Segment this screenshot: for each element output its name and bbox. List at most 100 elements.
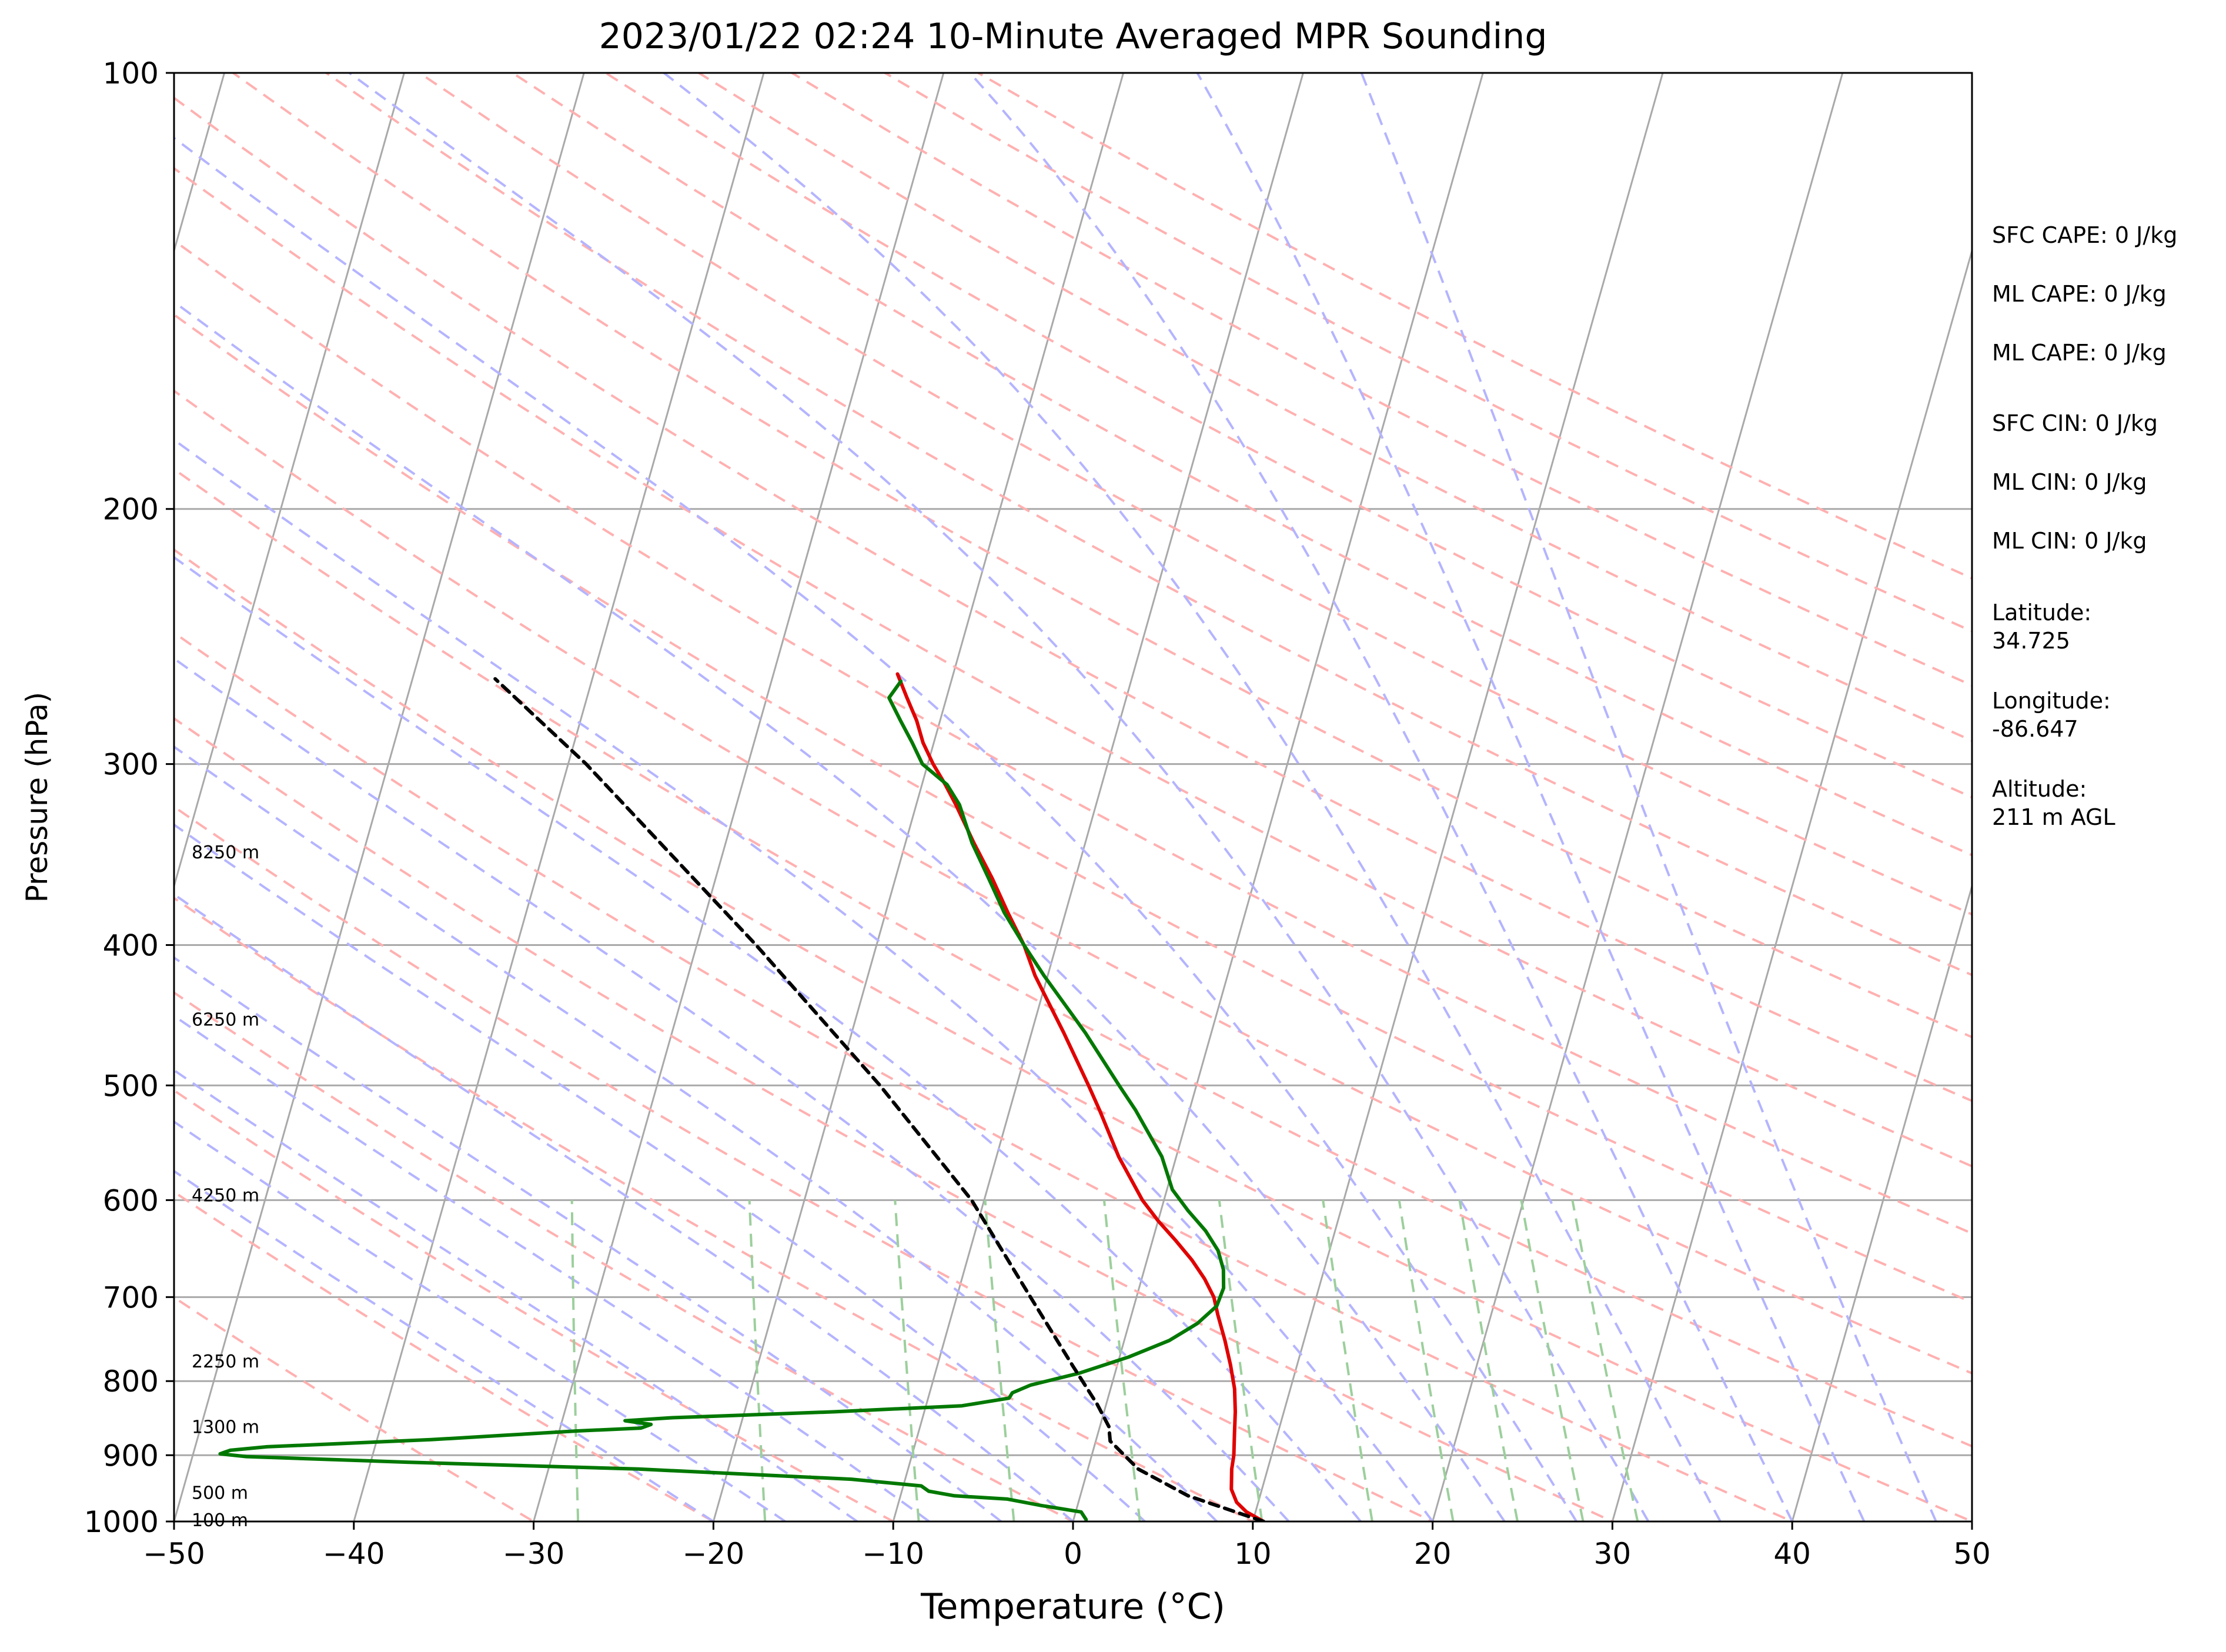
- isotherm-gridline: [712, 73, 1125, 1521]
- dry-adiabat: [325, 73, 1972, 977]
- moist-adiabat: [174, 1120, 786, 1521]
- moist-adiabat: [969, 73, 1794, 1521]
- x-tick-label: 50: [1953, 1537, 1991, 1571]
- y-tick-label: 300: [103, 748, 159, 782]
- isotherm-gridline: [353, 73, 765, 1521]
- y-tick-label: 700: [103, 1280, 159, 1315]
- x-tick-label: −30: [503, 1537, 565, 1571]
- moist-adiabat: [174, 300, 1506, 1521]
- moist-adiabat: [1196, 73, 1866, 1521]
- y-tick-label: 600: [103, 1183, 159, 1218]
- isotherm-gridline: [1611, 248, 1972, 1521]
- height-label: 6250 m: [192, 1010, 259, 1031]
- dry-adiabat: [174, 389, 1972, 1375]
- height-label: 8250 m: [192, 842, 259, 863]
- mixing-ratio-line: [894, 1200, 920, 1521]
- moist-adiabat: [174, 745, 1218, 1521]
- dry-adiabat: [512, 73, 1972, 857]
- isotherm-gridline: [892, 73, 1304, 1521]
- x-tick-label: −40: [323, 1537, 385, 1571]
- altitude-text: Altitude: 211 m AGL: [1992, 776, 2115, 830]
- dry-adiabat: [174, 313, 1972, 1304]
- isotherm-gridline: [1072, 73, 1484, 1521]
- moist-adiabat: [348, 73, 1650, 1521]
- height-label: 4250 m: [192, 1185, 259, 1206]
- y-tick-label: 400: [103, 928, 159, 962]
- isotherm-gridline: [1432, 73, 1844, 1521]
- moist-adiabat: [1360, 73, 1937, 1521]
- moist-adiabat: [174, 657, 1290, 1521]
- y-tick-label: 100: [103, 56, 159, 91]
- dry-adiabat: [174, 548, 1972, 1521]
- isotherm-gridline: [1252, 73, 1664, 1521]
- mixing-ratio-line: [748, 1200, 767, 1521]
- sfc-cin-text: SFC CIN: 0 J/kg: [1992, 410, 2158, 436]
- mixing-ratio-line: [1458, 1200, 1519, 1521]
- x-tick-label: −10: [862, 1537, 924, 1571]
- moist-adiabat: [174, 892, 1074, 1521]
- moist-adiabat: [174, 1069, 858, 1521]
- mixing-ratio-line: [1102, 1200, 1141, 1521]
- mixing-ratio-line: [1322, 1200, 1373, 1521]
- moist-adiabat: [174, 438, 1434, 1521]
- moist-adiabat: [174, 956, 1002, 1521]
- dry-adiabat: [605, 73, 1972, 799]
- height-labels: 100 m 500 m 1300 m 2250 m 4250 m 6250 m 8250 m: [192, 842, 259, 1531]
- longitude-text: Longitude: -86.647: [1992, 688, 2111, 742]
- height-label: 100 m: [192, 1510, 248, 1531]
- background-lines: [174, 73, 1972, 1521]
- data-lines: [218, 672, 1266, 1521]
- axis-ticks: −50 −40 −30 −20 −10 0 10 20 30 40 50 1000 900 800 700 6…: [84, 56, 1991, 1571]
- x-tick-label: 30: [1594, 1537, 1632, 1571]
- moist-adiabat: [174, 1014, 930, 1521]
- y-tick-label: 900: [103, 1439, 159, 1473]
- mixing-ratio-line: [1398, 1200, 1455, 1521]
- y-tick-label: 500: [103, 1069, 159, 1103]
- dry-adiabat: [174, 805, 1436, 1521]
- ml-cin-text: ML CIN: 0 J/kg: [1992, 469, 2147, 495]
- ml-cape-text: ML CAPE: 0 J/kg: [1992, 281, 2167, 307]
- moist-adiabat: [174, 136, 1577, 1521]
- mixing-ratio-line: [570, 1200, 580, 1521]
- x-axis-label: Temperature (°C): [920, 1586, 1225, 1627]
- ml-cin-text-2: ML CIN: 0 J/kg: [1992, 528, 2147, 554]
- temperature-profile-line: [895, 672, 1266, 1521]
- height-label: 2250 m: [192, 1352, 259, 1372]
- mixing-ratio-line: [1571, 1200, 1639, 1521]
- dewpoint-profile-line: [218, 679, 1226, 1521]
- height-label: 1300 m: [192, 1417, 259, 1438]
- x-tick-label: 10: [1234, 1537, 1272, 1571]
- ml-cape-text-2: ML CAPE: 0 J/kg: [1992, 340, 2167, 366]
- moist-adiabat: [663, 73, 1722, 1521]
- dry-adiabat: [174, 991, 1076, 1521]
- mixing-ratio-line: [1520, 1200, 1585, 1521]
- moist-adiabat: [174, 556, 1362, 1521]
- dry-adiabat: [174, 166, 1972, 1168]
- x-tick-label: 40: [1773, 1537, 1811, 1571]
- x-tick-label: 0: [1064, 1537, 1082, 1571]
- dry-adiabat: [232, 73, 1972, 1039]
- dry-adiabat: [791, 73, 1972, 687]
- isotherm-gridline: [174, 73, 405, 889]
- isotherm-gridline: [1791, 882, 1972, 1521]
- mixing-ratio-line: [984, 1200, 1015, 1521]
- dry-adiabat: [174, 467, 1972, 1448]
- y-tick-label: 800: [103, 1365, 159, 1399]
- sfc-cape-text: SFC CAPE: 0 J/kg: [1992, 222, 2178, 248]
- x-tick-label: −20: [683, 1537, 745, 1571]
- latitude-text: Latitude: 34.725: [1992, 600, 2092, 654]
- parcel-path-line: [493, 677, 1266, 1521]
- dry-adiabat: [174, 1296, 536, 1521]
- moist-adiabat: [174, 823, 1146, 1521]
- x-tick-label: 20: [1414, 1537, 1452, 1571]
- x-tick-label: −50: [143, 1537, 205, 1571]
- chart-title: 2023/01/22 02:24 10-Minute Averaged MPR …: [599, 16, 1547, 57]
- y-tick-label: 1000: [84, 1505, 159, 1539]
- mixing-ratio-line: [1218, 1200, 1264, 1521]
- isotherm-gridline: [533, 73, 945, 1521]
- y-tick-label: 200: [103, 493, 159, 527]
- isotherm-gridline: [174, 73, 585, 1521]
- height-label: 500 m: [192, 1483, 248, 1504]
- y-axis-label: Pressure (hPa): [20, 692, 54, 903]
